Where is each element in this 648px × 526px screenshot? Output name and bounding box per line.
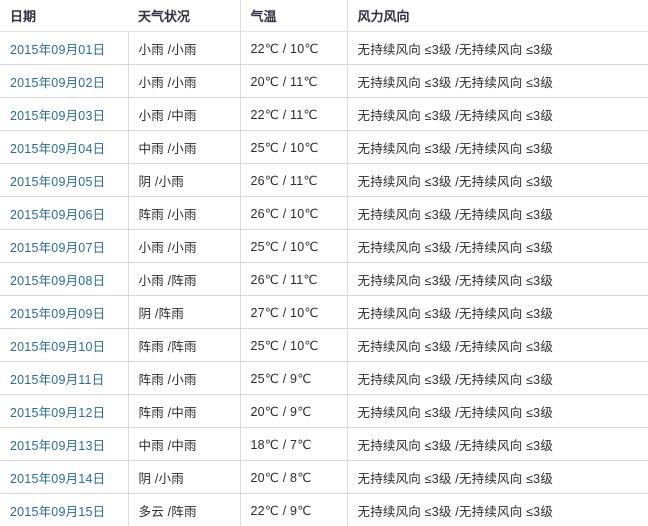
cell-date: 2015年09月08日 bbox=[0, 263, 128, 296]
cell-date: 2015年09月12日 bbox=[0, 395, 128, 428]
date-link[interactable]: 2015年09月11日 bbox=[10, 373, 104, 387]
cell-wind: 无持续风向 ≤3级 /无持续风向 ≤3级 bbox=[347, 461, 648, 494]
cell-condition: 多云 /阵雨 bbox=[128, 494, 240, 526]
cell-temperature: 25℃ / 10℃ bbox=[240, 131, 347, 164]
cell-date: 2015年09月09日 bbox=[0, 296, 128, 329]
cell-wind: 无持续风向 ≤3级 /无持续风向 ≤3级 bbox=[347, 131, 648, 164]
cell-date: 2015年09月13日 bbox=[0, 428, 128, 461]
cell-temperature: 26℃ / 11℃ bbox=[240, 164, 347, 197]
table-header-row: 日期 天气状况 气温 风力风向 bbox=[0, 0, 648, 32]
cell-condition: 小雨 /中雨 bbox=[128, 98, 240, 131]
date-link[interactable]: 2015年09月05日 bbox=[10, 175, 105, 189]
cell-wind: 无持续风向 ≤3级 /无持续风向 ≤3级 bbox=[347, 329, 648, 362]
cell-condition: 小雨 /阵雨 bbox=[128, 263, 240, 296]
cell-condition: 中雨 /小雨 bbox=[128, 131, 240, 164]
cell-wind: 无持续风向 ≤3级 /无持续风向 ≤3级 bbox=[347, 32, 648, 65]
cell-temperature: 25℃ / 9℃ bbox=[240, 362, 347, 395]
cell-temperature: 20℃ / 8℃ bbox=[240, 461, 347, 494]
cell-temperature: 25℃ / 10℃ bbox=[240, 230, 347, 263]
cell-wind: 无持续风向 ≤3级 /无持续风向 ≤3级 bbox=[347, 362, 648, 395]
cell-wind: 无持续风向 ≤3级 /无持续风向 ≤3级 bbox=[347, 230, 648, 263]
date-link[interactable]: 2015年09月01日 bbox=[10, 43, 105, 57]
date-link[interactable]: 2015年09月13日 bbox=[10, 439, 105, 453]
cell-date: 2015年09月04日 bbox=[0, 131, 128, 164]
cell-condition: 中雨 /中雨 bbox=[128, 428, 240, 461]
cell-condition: 小雨 /小雨 bbox=[128, 230, 240, 263]
cell-wind: 无持续风向 ≤3级 /无持续风向 ≤3级 bbox=[347, 197, 648, 230]
date-link[interactable]: 2015年09月14日 bbox=[10, 472, 105, 486]
cell-temperature: 18℃ / 7℃ bbox=[240, 428, 347, 461]
column-header-date: 日期 bbox=[0, 0, 128, 32]
cell-wind: 无持续风向 ≤3级 /无持续风向 ≤3级 bbox=[347, 65, 648, 98]
date-link[interactable]: 2015年09月09日 bbox=[10, 307, 105, 321]
cell-condition: 阵雨 /阵雨 bbox=[128, 329, 240, 362]
cell-date: 2015年09月05日 bbox=[0, 164, 128, 197]
cell-date: 2015年09月15日 bbox=[0, 494, 128, 526]
cell-wind: 无持续风向 ≤3级 /无持续风向 ≤3级 bbox=[347, 164, 648, 197]
cell-condition: 阴 /阵雨 bbox=[128, 296, 240, 329]
column-header-temperature: 气温 bbox=[240, 0, 347, 32]
cell-date: 2015年09月07日 bbox=[0, 230, 128, 263]
date-link[interactable]: 2015年09月03日 bbox=[10, 109, 105, 123]
cell-condition: 阵雨 /小雨 bbox=[128, 362, 240, 395]
cell-temperature: 26℃ / 11℃ bbox=[240, 263, 347, 296]
cell-temperature: 27℃ / 10℃ bbox=[240, 296, 347, 329]
cell-condition: 阵雨 /中雨 bbox=[128, 395, 240, 428]
cell-wind: 无持续风向 ≤3级 /无持续风向 ≤3级 bbox=[347, 296, 648, 329]
cell-temperature: 20℃ / 9℃ bbox=[240, 395, 347, 428]
cell-condition: 小雨 /小雨 bbox=[128, 65, 240, 98]
date-link[interactable]: 2015年09月07日 bbox=[10, 241, 105, 255]
date-link[interactable]: 2015年09月02日 bbox=[10, 76, 105, 90]
cell-date: 2015年09月06日 bbox=[0, 197, 128, 230]
cell-condition: 阴 /小雨 bbox=[128, 461, 240, 494]
date-link[interactable]: 2015年09月10日 bbox=[10, 340, 105, 354]
column-header-wind: 风力风向 bbox=[347, 0, 648, 32]
cell-condition: 阵雨 /小雨 bbox=[128, 197, 240, 230]
cell-temperature: 26℃ / 10℃ bbox=[240, 197, 347, 230]
cell-temperature: 22℃ / 11℃ bbox=[240, 98, 347, 131]
cell-wind: 无持续风向 ≤3级 /无持续风向 ≤3级 bbox=[347, 98, 648, 131]
date-link[interactable]: 2015年09月08日 bbox=[10, 274, 105, 288]
table-header: 日期 天气状况 气温 风力风向 bbox=[0, 0, 648, 32]
cell-temperature: 22℃ / 10℃ bbox=[240, 32, 347, 65]
cell-wind: 无持续风向 ≤3级 /无持续风向 ≤3级 bbox=[347, 428, 648, 461]
cell-wind: 无持续风向 ≤3级 /无持续风向 ≤3级 bbox=[347, 395, 648, 428]
cell-temperature: 25℃ / 10℃ bbox=[240, 329, 347, 362]
cell-wind: 无持续风向 ≤3级 /无持续风向 ≤3级 bbox=[347, 263, 648, 296]
date-link[interactable]: 2015年09月12日 bbox=[10, 406, 105, 420]
date-link[interactable]: 2015年09月06日 bbox=[10, 208, 105, 222]
cell-condition: 阴 /小雨 bbox=[128, 164, 240, 197]
cell-wind: 无持续风向 ≤3级 /无持续风向 ≤3级 bbox=[347, 494, 648, 526]
cell-date: 2015年09月03日 bbox=[0, 98, 128, 131]
cell-temperature: 20℃ / 11℃ bbox=[240, 65, 347, 98]
cell-date: 2015年09月11日 bbox=[0, 362, 128, 395]
date-link[interactable]: 2015年09月04日 bbox=[10, 142, 105, 156]
cell-date: 2015年09月10日 bbox=[0, 329, 128, 362]
date-link[interactable]: 2015年09月15日 bbox=[10, 505, 105, 519]
cell-temperature: 22℃ / 9℃ bbox=[240, 494, 347, 526]
cell-date: 2015年09月02日 bbox=[0, 65, 128, 98]
cell-date: 2015年09月14日 bbox=[0, 461, 128, 494]
cell-date: 2015年09月01日 bbox=[0, 32, 128, 65]
cell-condition: 小雨 /小雨 bbox=[128, 32, 240, 65]
column-header-condition: 天气状况 bbox=[128, 0, 240, 32]
